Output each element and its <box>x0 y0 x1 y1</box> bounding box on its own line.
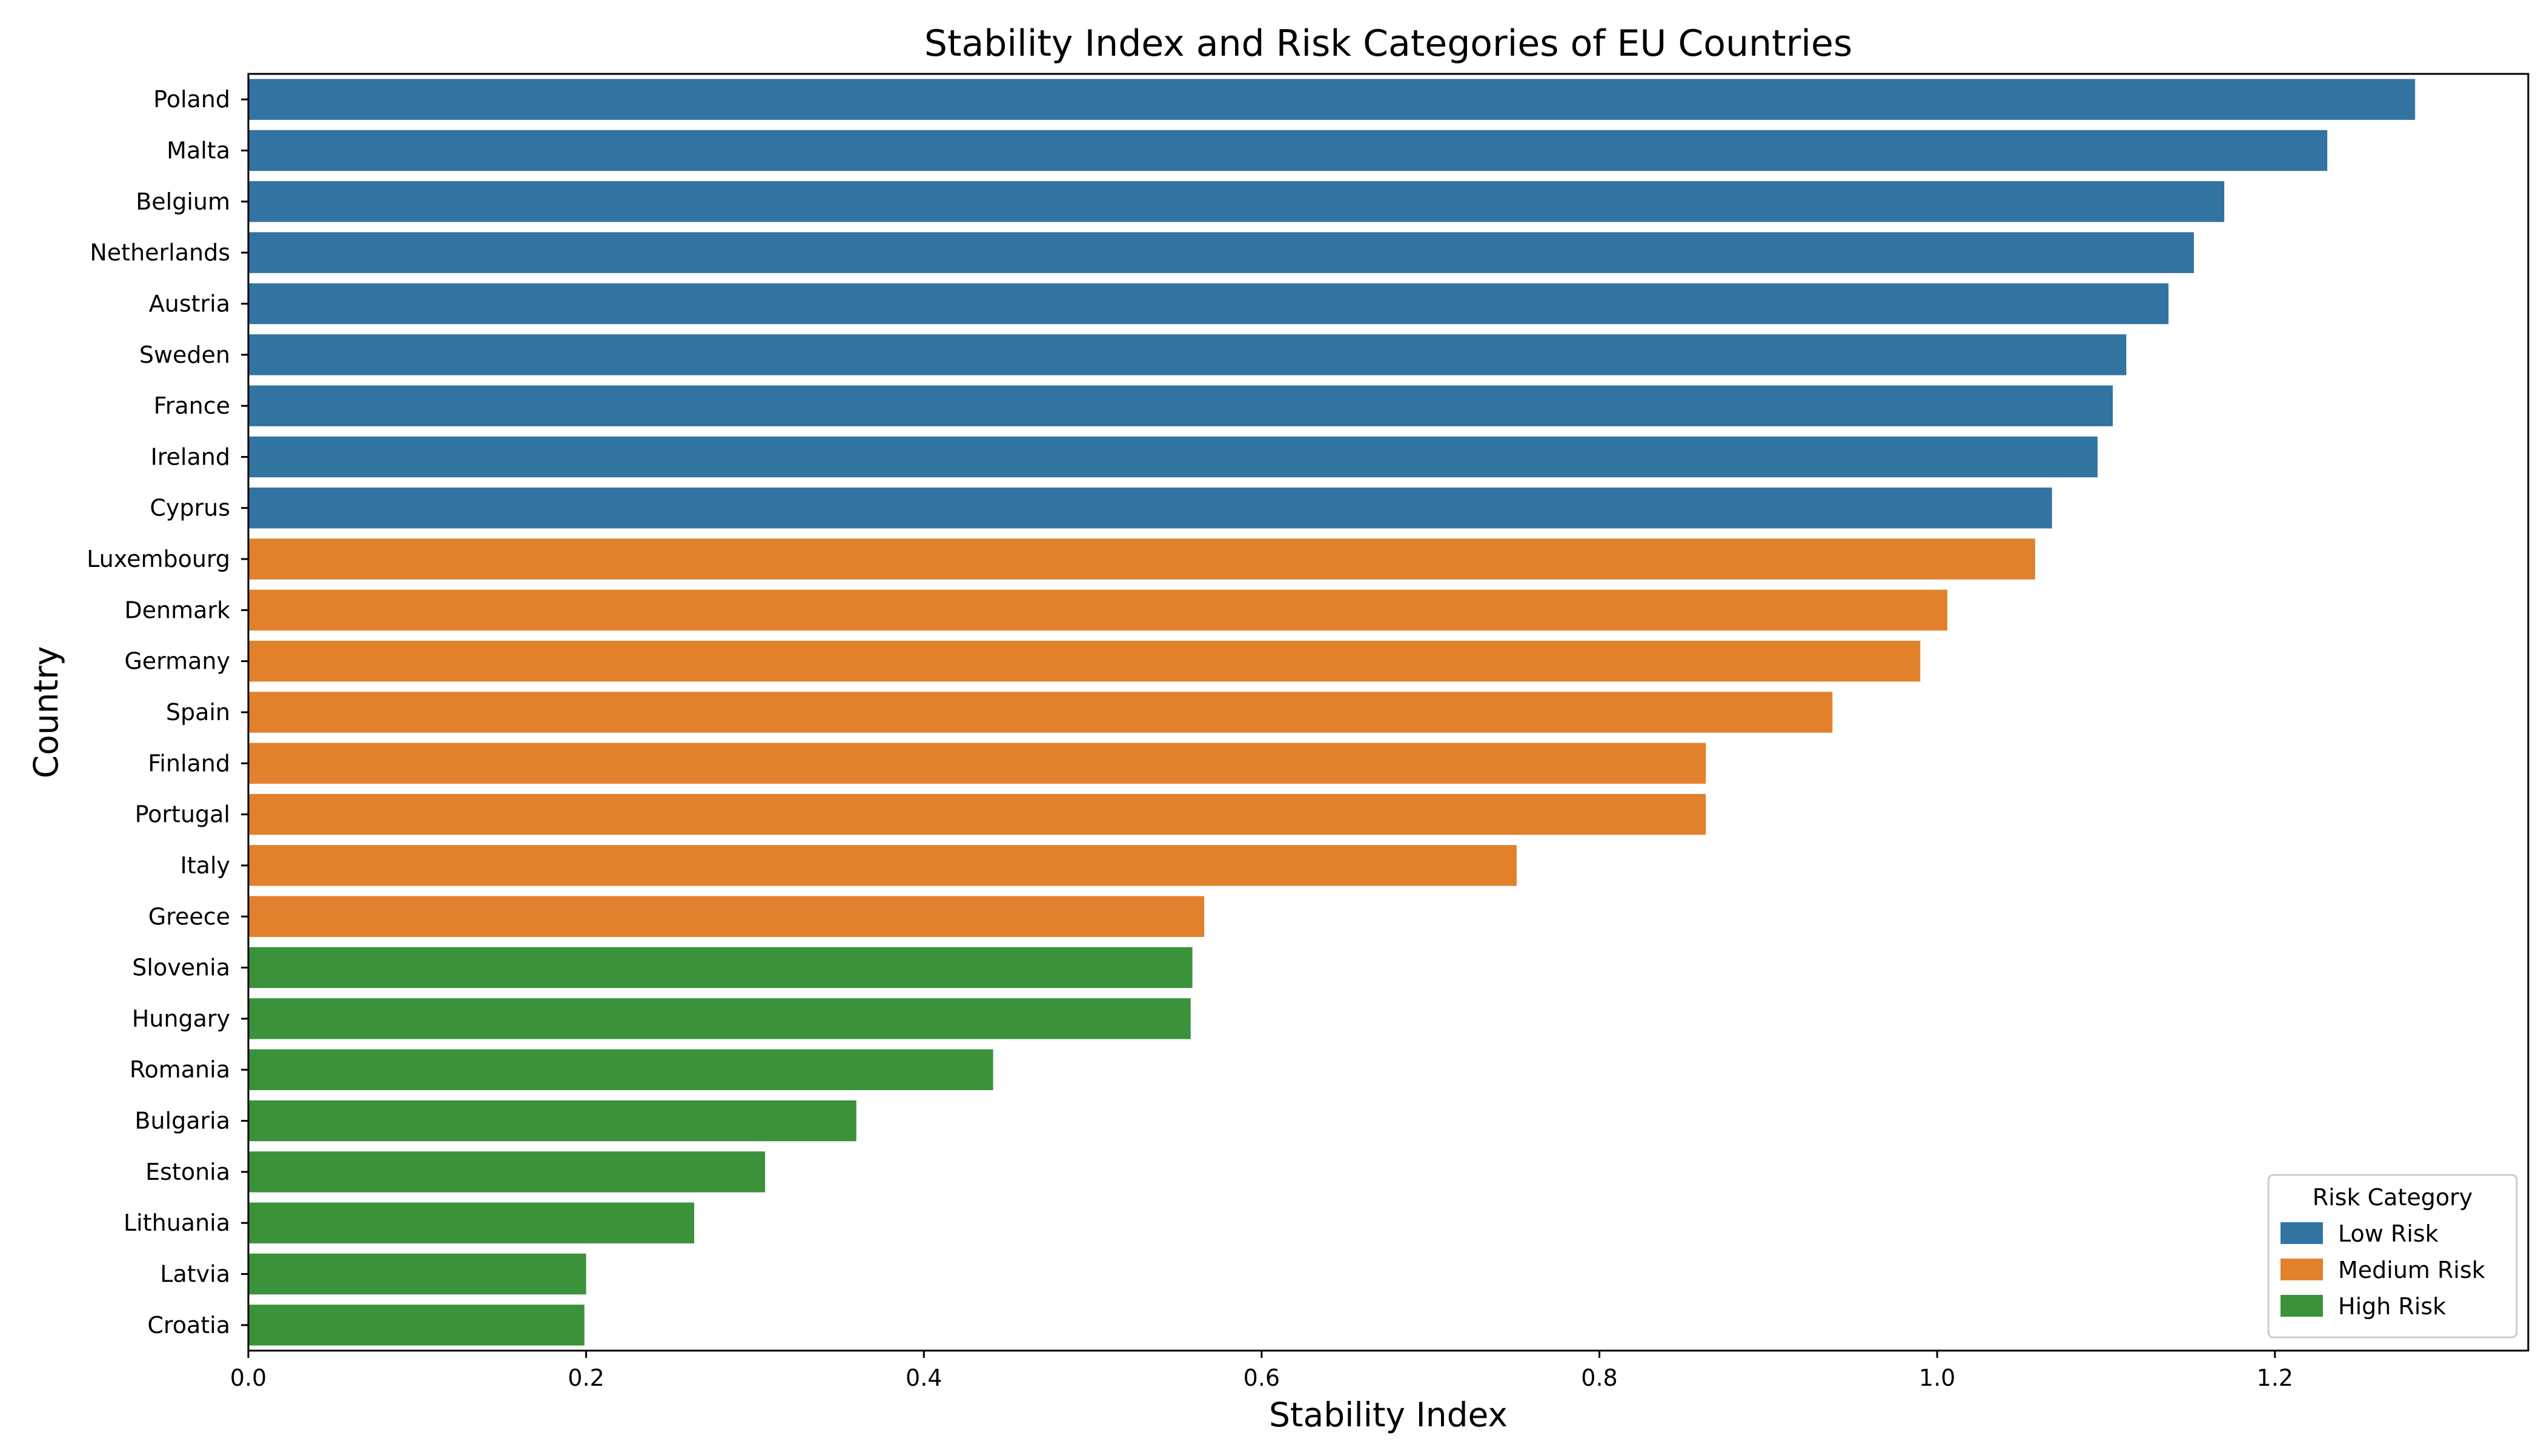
bar-bulgaria <box>248 1100 856 1142</box>
bar-luxembourg <box>248 538 2035 580</box>
bar-austria <box>248 283 2169 325</box>
y-tick-label-greece: Greece <box>148 903 230 930</box>
legend: Risk Category Low Risk Medium Risk High … <box>2267 1174 2518 1339</box>
bar-slovenia <box>248 947 1193 988</box>
bar-belgium <box>248 181 2225 222</box>
bar-latvia <box>248 1253 586 1295</box>
y-tick-label-germany: Germany <box>124 648 230 675</box>
y-axis-label: Country <box>27 646 65 779</box>
bar-germany <box>248 640 1921 682</box>
bar-romania <box>248 1049 993 1090</box>
y-tick-label-austria: Austria <box>149 290 230 317</box>
y-tick-label-lithuania: Lithuania <box>124 1209 230 1236</box>
legend-label-high-risk: High Risk <box>2338 1293 2446 1320</box>
bars-group <box>248 79 2416 1346</box>
y-tick-label-bulgaria: Bulgaria <box>134 1108 230 1134</box>
y-tick-label-denmark: Denmark <box>124 597 230 623</box>
y-tick-label-slovenia: Slovenia <box>132 955 230 981</box>
y-tick-label-poland: Poland <box>153 86 230 113</box>
x-tick-label: 0.8 <box>1581 1365 1617 1391</box>
y-tick-label-latvia: Latvia <box>160 1261 230 1288</box>
y-tick-label-france: France <box>154 392 230 419</box>
y-tick-label-luxembourg: Luxembourg <box>87 546 230 572</box>
x-tick-label: 1.0 <box>1919 1365 1955 1391</box>
y-tick-label-estonia: Estonia <box>145 1159 230 1185</box>
bar-cyprus <box>248 487 2052 529</box>
bar-netherlands <box>248 232 2194 273</box>
bar-hungary <box>248 998 1191 1039</box>
y-tick-label-croatia: Croatia <box>147 1312 230 1339</box>
y-axis-ticks: Poland Malta Belgium Netherlands Austria Swed… <box>87 86 248 1339</box>
x-axis-label: Stability Index <box>1269 1395 1508 1434</box>
legend-label-medium-risk: Medium Risk <box>2338 1257 2485 1283</box>
bar-estonia <box>248 1151 766 1193</box>
legend-box <box>2267 1174 2518 1339</box>
bar-denmark <box>248 589 1947 631</box>
bar-spain <box>248 692 1833 733</box>
x-tick-label: 0.6 <box>1244 1365 1280 1391</box>
y-tick-label-belgium: Belgium <box>136 188 230 215</box>
y-tick-label-ireland: Ireland <box>151 443 230 470</box>
x-tick-label: 1.2 <box>2257 1365 2293 1391</box>
bar-lithuania <box>248 1202 695 1243</box>
y-tick-label-finland: Finland <box>148 750 230 776</box>
bar-ireland <box>248 436 2098 478</box>
y-tick-label-malta: Malta <box>167 137 230 164</box>
bar-greece <box>248 896 1205 938</box>
legend-label-low-risk: Low Risk <box>2338 1220 2439 1247</box>
x-tick-label: 0.4 <box>906 1365 942 1391</box>
legend-swatch-high-risk <box>2281 1295 2323 1317</box>
bar-poland <box>248 79 2416 120</box>
legend-swatch-medium-risk <box>2281 1259 2323 1280</box>
bar-malta <box>248 130 2328 171</box>
y-tick-label-romania: Romania <box>130 1056 230 1083</box>
bar-finland <box>248 743 1706 784</box>
y-tick-label-sweden: Sweden <box>139 342 230 368</box>
chart-title: Stability Index and Risk Categories of E… <box>924 22 1852 65</box>
x-tick-label: 0.0 <box>230 1365 267 1391</box>
bar-italy <box>248 845 1517 886</box>
bar-croatia <box>248 1305 585 1346</box>
y-tick-label-cyprus: Cyprus <box>150 495 230 521</box>
y-tick-label-portugal: Portugal <box>135 801 230 828</box>
x-tick-label: 0.2 <box>568 1365 604 1391</box>
bar-sweden <box>248 334 2127 376</box>
legend-title: Risk Category <box>2313 1184 2473 1211</box>
y-tick-label-hungary: Hungary <box>132 1005 230 1032</box>
y-tick-label-italy: Italy <box>181 852 230 879</box>
bar-portugal <box>248 793 1706 835</box>
y-tick-label-spain: Spain <box>166 699 230 726</box>
legend-swatch-low-risk <box>2281 1222 2323 1244</box>
x-axis-ticks: 0.0 0.2 0.4 0.6 0.8 1.0 1.2 <box>230 1351 2293 1391</box>
y-tick-label-netherlands: Netherlands <box>90 239 230 266</box>
bar-france <box>248 385 2113 426</box>
